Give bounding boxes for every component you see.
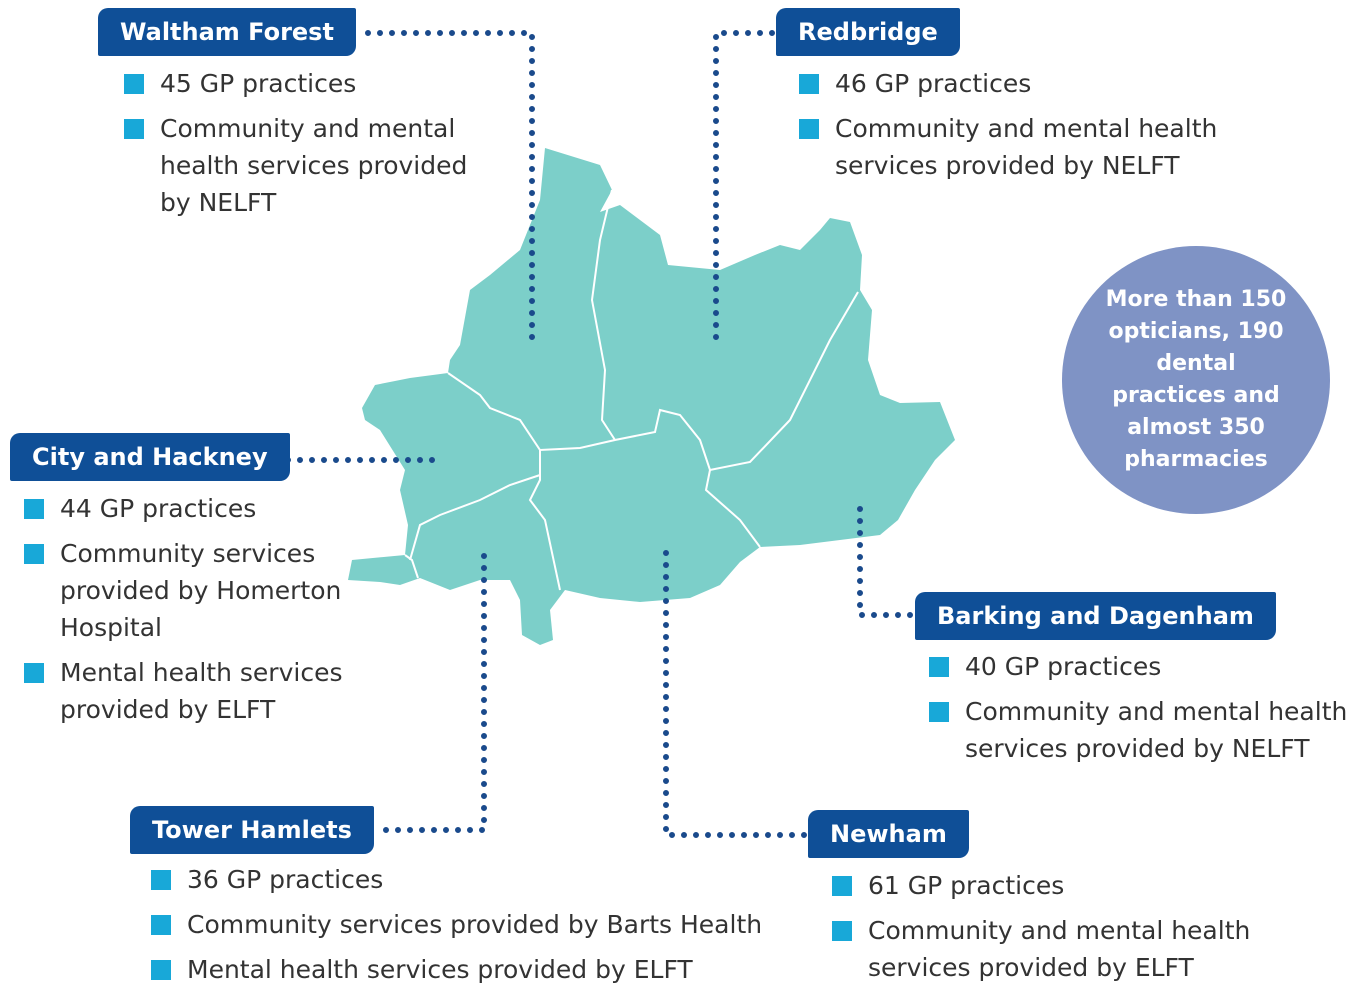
borough-label: Barking and Dagenham xyxy=(915,592,1276,640)
connector xyxy=(663,540,807,838)
borough-item: 45 GP practices xyxy=(124,65,470,102)
border xyxy=(409,474,541,561)
borough-items: 45 GP practices Community and mental heal… xyxy=(124,65,470,229)
connector xyxy=(713,30,775,351)
borough-items: 61 GP practices Community and mental heal… xyxy=(832,867,1268,994)
border xyxy=(590,189,616,441)
connector xyxy=(383,542,487,833)
borough-items: 40 GP practices Community and mental heal… xyxy=(929,648,1360,775)
borough-label: Tower Hamlets xyxy=(130,806,374,854)
border xyxy=(528,450,561,591)
borough-item: Mental health services provided by ELFT xyxy=(151,951,787,988)
borough-item: 44 GP practices xyxy=(24,490,350,527)
borders xyxy=(404,189,859,591)
callout: More than 150 opticians, 190 dental prac… xyxy=(1062,246,1330,514)
borough-label: Waltham Forest xyxy=(98,8,356,56)
borough-items: 44 GP practices Community services provid… xyxy=(24,490,350,736)
border xyxy=(704,469,761,548)
border xyxy=(447,291,859,472)
borough-item: Community and mental health services pro… xyxy=(929,693,1360,767)
borough-label: Redbridge xyxy=(776,8,960,56)
border xyxy=(404,554,419,579)
borough-item: Community services provided by Homerton … xyxy=(24,535,350,646)
borough-items: 46 GP practices Community and mental heal… xyxy=(799,65,1235,192)
borough-item: 61 GP practices xyxy=(832,867,1268,904)
borough-items: 36 GP practices Community services provid… xyxy=(151,861,787,996)
borough-item: Community and mental health services pro… xyxy=(124,110,470,221)
borough-item: Community and mental health services pro… xyxy=(832,912,1268,986)
borough-item: Community services provided by Barts Hea… xyxy=(151,906,787,943)
borough-item: Mental health services provided by ELFT xyxy=(24,654,350,728)
borough-label: Newham xyxy=(808,810,969,858)
borough-item: 40 GP practices xyxy=(929,648,1360,685)
connector xyxy=(365,30,535,351)
borough-item: 36 GP practices xyxy=(151,861,787,898)
map xyxy=(348,148,955,645)
borough-item: 46 GP practices xyxy=(799,65,1235,102)
connector xyxy=(857,505,913,618)
connectors xyxy=(273,30,913,838)
borough-label: City and Hackney xyxy=(10,433,290,481)
borough-item: Community and mental health services pro… xyxy=(799,110,1235,184)
